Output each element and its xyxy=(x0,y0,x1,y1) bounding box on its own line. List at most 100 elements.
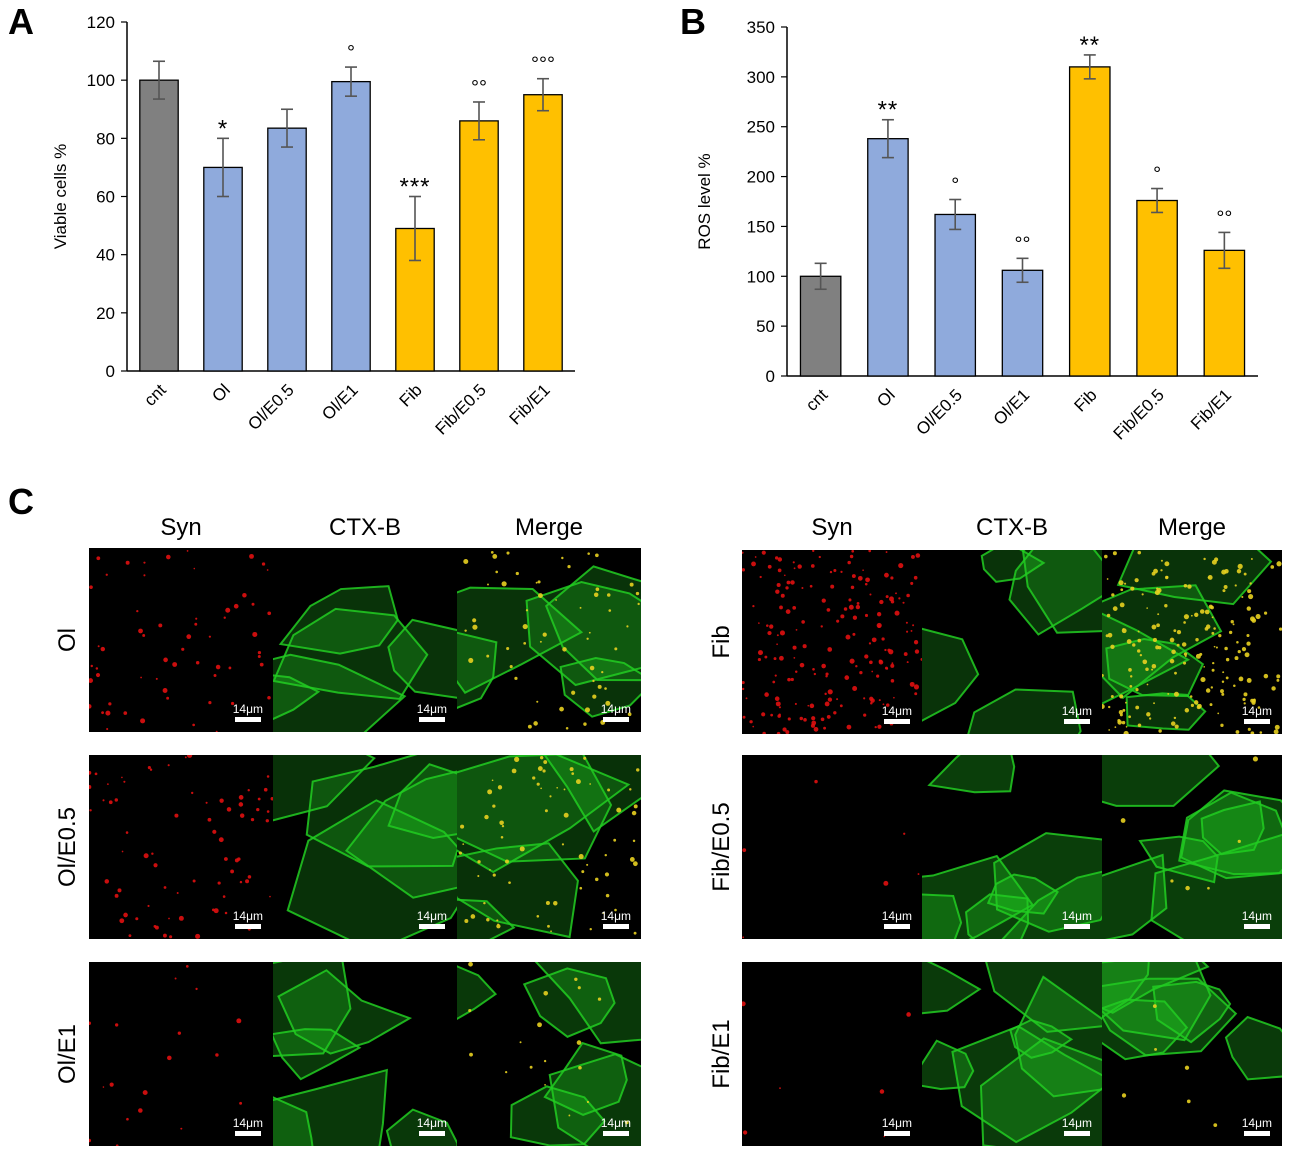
micrograph-merge: 14μm xyxy=(1102,755,1282,939)
scale-bar-label: 14μm xyxy=(416,909,447,923)
scale-bar-label: 14μm xyxy=(1241,909,1272,923)
micrograph-syn: 14μm xyxy=(742,550,922,734)
row-label: Fib/E0.5 xyxy=(708,802,735,892)
micrograph-merge: 14μm xyxy=(1102,962,1282,1146)
scale-bar-label: 14μm xyxy=(600,1116,631,1130)
micrograph-ctx: 14μm xyxy=(273,962,457,1146)
significance-marker: ** xyxy=(878,97,899,124)
scale-bar-label: 14μm xyxy=(1061,1116,1092,1130)
panel-label-b: B xyxy=(680,1,706,42)
column-header-ctx-b: CTX-B xyxy=(976,514,1048,541)
scale-bar: 14μm xyxy=(601,910,631,929)
column-header-syn: Syn xyxy=(811,514,853,541)
scale-bar: 14μm xyxy=(1062,1117,1092,1136)
y-tick-label: 40 xyxy=(96,246,115,265)
scale-bar: 14μm xyxy=(1242,705,1272,724)
y-tick-label: 120 xyxy=(87,13,115,32)
bar-ol xyxy=(867,138,909,377)
micrograph-row-fib-e1: 14μm 14μm 14μm xyxy=(742,962,1282,1146)
column-header-syn: Syn xyxy=(160,514,202,541)
row-label: Ol xyxy=(54,628,81,652)
micrograph-ctx: 14μm xyxy=(273,755,457,939)
y-tick-label: 200 xyxy=(747,168,775,187)
row-label: Fib xyxy=(708,625,735,659)
micrograph-syn: 14μm xyxy=(89,962,273,1146)
scale-bar-label: 14μm xyxy=(1061,909,1092,923)
y-tick-label: 300 xyxy=(747,68,775,87)
row-label: Fib/E1 xyxy=(708,1019,735,1089)
micrograph-row-fib: 14μm 14μm 14μm xyxy=(742,550,1282,734)
scale-bar: 14μm xyxy=(882,910,912,929)
scale-bar: 14μm xyxy=(1242,1117,1272,1136)
bar-fib-e1 xyxy=(523,94,563,372)
scale-bar: 14μm xyxy=(417,703,447,722)
y-axis-label: ROS level % xyxy=(695,153,714,249)
x-tick-label: Fib/E1 xyxy=(506,380,554,428)
scale-bar-label: 14μm xyxy=(1061,704,1092,718)
bar-fib-e0-5 xyxy=(1136,199,1178,377)
scale-bar-label: 14μm xyxy=(232,1116,263,1130)
scale-bar: 14μm xyxy=(1062,705,1092,724)
scale-bar: 14μm xyxy=(233,1117,263,1136)
scale-bar: 14μm xyxy=(882,1117,912,1136)
micrograph-syn: 14μm xyxy=(89,548,273,732)
bar-ol-e1 xyxy=(1001,269,1044,377)
scale-bar-label: 14μm xyxy=(416,1116,447,1130)
x-tick-label: Ol xyxy=(208,380,233,405)
micrograph-row-ol: 14μm 14μm 14μm xyxy=(89,548,641,732)
x-tick-label: Ol/E1 xyxy=(318,380,362,424)
micrograph-syn: 14μm xyxy=(742,755,922,939)
scale-bar: 14μm xyxy=(601,1117,631,1136)
bar-ol xyxy=(203,166,243,372)
micrograph-syn: 14μm xyxy=(89,755,273,939)
micrograph-ctx: 14μm xyxy=(273,548,457,732)
scale-bar-label: 14μm xyxy=(232,909,263,923)
y-axis-label: Viable cells % xyxy=(51,144,70,250)
y-tick-label: 150 xyxy=(747,217,775,236)
significance-marker: ° xyxy=(951,175,959,197)
column-header-merge: Merge xyxy=(514,514,584,541)
y-tick-label: 350 xyxy=(747,18,775,37)
significance-marker: °° xyxy=(471,77,487,99)
bar-cnt xyxy=(799,275,842,377)
significance-marker: * xyxy=(218,115,228,142)
micrograph-merge: 14μm xyxy=(1102,550,1282,734)
scale-bar: 14μm xyxy=(882,705,912,724)
significance-marker: °° xyxy=(1015,233,1031,255)
row-label: Ol/E1 xyxy=(54,1023,81,1085)
significance-marker: ° xyxy=(347,42,355,64)
scale-bar-label: 14μm xyxy=(416,702,447,716)
bar-fib-e1 xyxy=(1203,249,1246,377)
scale-bar-label: 14μm xyxy=(881,704,912,718)
bar-fib-e0-5 xyxy=(459,120,499,372)
y-tick-label: 0 xyxy=(106,362,115,381)
x-tick-label: Ol xyxy=(873,385,898,410)
scale-bar-label: 14μm xyxy=(1241,704,1272,718)
x-tick-label: Fib xyxy=(396,380,426,410)
x-tick-label: cnt xyxy=(802,385,832,415)
scale-bar: 14μm xyxy=(1062,910,1092,929)
column-header-ctx-b: CTX-B xyxy=(329,514,401,541)
significance-marker: °° xyxy=(1216,207,1232,229)
x-tick-label: Fib/E1 xyxy=(1187,385,1235,433)
y-tick-label: 0 xyxy=(766,367,775,386)
micrograph-row-fib-e0-5: 14μm 14μm 14μm xyxy=(742,755,1282,939)
x-tick-label: Ol/E0.5 xyxy=(244,380,298,434)
bar-fib xyxy=(1068,66,1111,377)
micrograph-syn: 14μm xyxy=(742,962,922,1146)
micrograph-row-ol-e1: 14μm 14μm 14μm xyxy=(89,962,641,1146)
micrograph-merge: 14μm xyxy=(457,962,641,1146)
y-tick-label: 100 xyxy=(87,71,115,90)
significance-marker: *** xyxy=(399,174,430,201)
y-tick-label: 20 xyxy=(96,304,115,323)
scale-bar-label: 14μm xyxy=(600,909,631,923)
scale-bar: 14μm xyxy=(233,910,263,929)
scale-bar-label: 14μm xyxy=(881,909,912,923)
y-tick-label: 50 xyxy=(756,317,775,336)
micrograph-row-ol-e0-5: 14μm 14μm 14μm xyxy=(89,755,641,939)
micrograph-ctx: 14μm xyxy=(922,755,1102,939)
scale-bar: 14μm xyxy=(1242,910,1272,929)
bar-ol-e0-5 xyxy=(267,127,307,372)
scale-bar: 14μm xyxy=(601,703,631,722)
x-tick-label: Fib/E0.5 xyxy=(432,380,490,438)
